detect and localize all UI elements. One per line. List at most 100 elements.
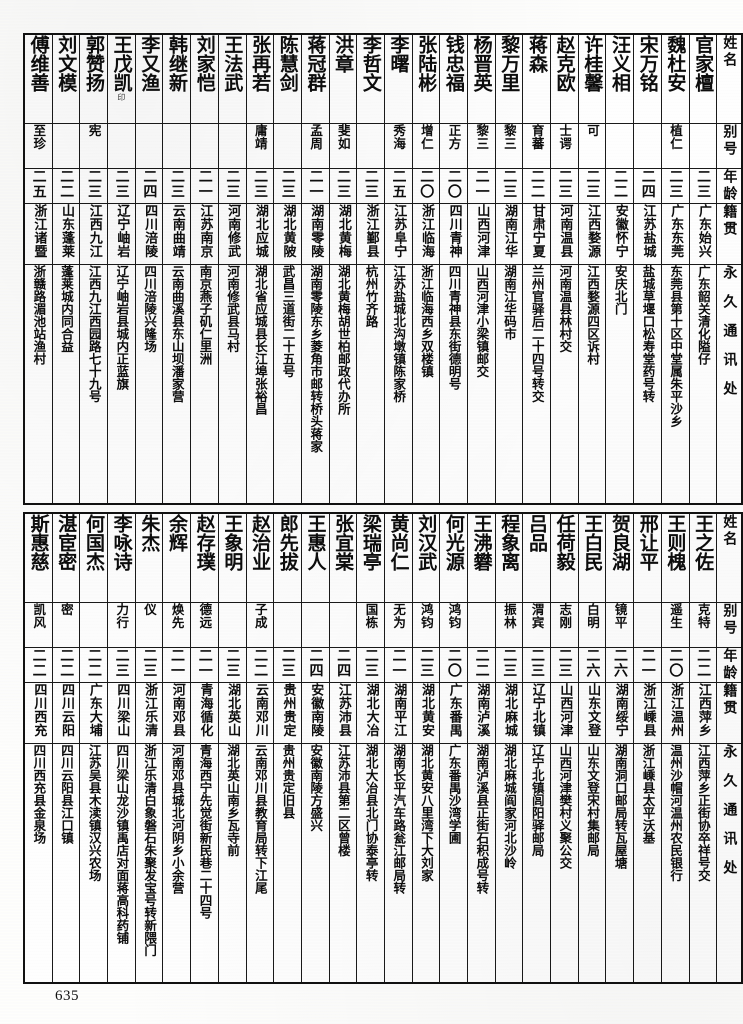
table-row-age: 二二 二二 二二 二三 二三 二一 二一 二三 二二 二三 二四 二四 二三 二一 二三 二〇 二二 二三 二三 二三… <box>23 647 743 683</box>
cell-address: 湖北黄梅胡世柏邮政代办所 <box>328 264 358 505</box>
cell-text: 四川青神县东街德明号 <box>446 265 462 390</box>
cell-alias: 白明 <box>577 602 607 648</box>
cell-text: 张宜棠 <box>332 514 355 571</box>
cell-text: 吕品 <box>525 514 548 552</box>
cell-text: 二三 <box>667 169 684 199</box>
cell-age: 二三 <box>273 647 302 683</box>
cell-text: 魏杜安 <box>664 35 687 92</box>
cell-text: 秀海 <box>391 124 407 150</box>
row-label-address: 永久通讯处 <box>716 743 743 984</box>
cell-text: 二四 <box>141 169 158 199</box>
cell-text: 二一 <box>473 169 490 199</box>
cell-native_place: 江西九江 <box>79 203 109 265</box>
cell-text: 二四 <box>639 169 656 199</box>
cell-native_place: 山东蓬莱 <box>51 203 81 265</box>
cell-name: 湛宦密 <box>51 512 81 603</box>
cell-age: 二三 <box>550 168 579 204</box>
cell-age: 二三 <box>162 168 192 204</box>
cell-text: 二五 <box>30 169 47 199</box>
cell-text: 武昌三道街二十五号 <box>280 265 296 378</box>
cell-name: 赵存璞 <box>190 512 219 603</box>
cell-native_place: 湖南平江 <box>383 682 413 744</box>
cell-native_place: 浙江诸暨 <box>23 203 53 265</box>
cell-text: 二二 <box>30 648 47 678</box>
cell-text: 韩继新 <box>166 35 189 92</box>
cell-name: 李曙 <box>383 33 413 124</box>
cell-alias <box>605 123 635 169</box>
cell-address: 河南温县林村交 <box>550 264 579 505</box>
cell-text: 广东韶关清化隘仔 <box>695 265 711 365</box>
cell-native_place: 江苏沛县 <box>328 682 358 744</box>
cell-name: 李咏诗 <box>107 512 136 603</box>
cell-text: 湖北英山南乡瓦寺前 <box>225 744 241 857</box>
cell-text: 何国杰 <box>82 514 105 571</box>
cell-text: 二五 <box>390 169 407 199</box>
cell-age: 二〇 <box>660 647 690 683</box>
cell-address: 杭州竹齐路 <box>356 264 385 505</box>
cell-text: 二一 <box>307 169 324 199</box>
cell-address: 江苏吴县木渎镇汉兴农场 <box>79 743 109 984</box>
cell-address: 四川西充县金泉场 <box>23 743 53 984</box>
cell-name: 郎先拔 <box>273 512 302 603</box>
cell-text: 黎三 <box>474 124 490 150</box>
cell-text: 黎万里 <box>498 35 521 92</box>
cell-native_place: 贵州贵定 <box>273 682 302 744</box>
cell-address: 安徽南陵方盛兴 <box>300 743 330 984</box>
cell-text: 湖北省应城县长江埠张裕昌 <box>252 265 268 415</box>
cell-alias: 黎三 <box>494 123 524 169</box>
cell-address: 浙江乐清白象磐石朱聚发宝号转新隈门 <box>134 743 164 984</box>
cell-age: 二三 <box>494 168 524 204</box>
cell-alias: 黎三 <box>467 123 496 169</box>
row-label-text: 姓名 <box>721 514 738 548</box>
cell-name: 陈慧剑 <box>273 33 302 124</box>
cell-text: 江苏南京 <box>197 204 213 258</box>
cell-text: 王象明 <box>221 514 244 571</box>
cell-age: 二四 <box>300 647 330 683</box>
cell-alias: 正方 <box>439 123 468 169</box>
cell-alias <box>107 123 136 169</box>
cell-name: 王戊凯印 <box>107 33 136 124</box>
cell-native_place: 湖南绥宁 <box>605 682 635 744</box>
cell-native_place: 湖南泸溪 <box>467 682 496 744</box>
cell-name: 黎万里 <box>494 33 524 124</box>
cell-text: 李曙 <box>387 35 410 73</box>
cell-age: 二三 <box>688 168 718 204</box>
cell-age: 二一 <box>633 647 662 683</box>
cell-address: 湖南泸溪县正街石积成号转 <box>467 743 496 984</box>
cell-text: 浙江乐清白象磐石朱聚发宝号转新隈门 <box>142 744 158 957</box>
cell-text: 白明 <box>584 603 600 629</box>
cell-text: 四川涪陵 <box>142 204 158 258</box>
cell-text: 二三 <box>224 169 241 199</box>
cell-text: 二三 <box>695 169 712 199</box>
cell-native_place: 广东东莞 <box>660 203 690 265</box>
cell-age: 二二 <box>79 647 109 683</box>
cell-text: 二三 <box>224 648 241 678</box>
row-label-native_place: 籍贯 <box>716 203 743 265</box>
cell-name: 朱杰 <box>134 512 164 603</box>
cell-age: 二一 <box>383 647 413 683</box>
cell-address: 山西河津小梁镇邮交 <box>467 264 496 505</box>
cell-text: 二三 <box>169 169 186 199</box>
cell-text: 至珍 <box>31 124 47 150</box>
cell-text: 湖南泸溪县正街石积成号转 <box>474 744 490 894</box>
cell-text: 密 <box>58 603 74 616</box>
cell-text: 二二 <box>473 648 490 678</box>
cell-alias <box>356 123 385 169</box>
cell-text: 蓬莱城内同合益 <box>59 265 75 353</box>
cell-name: 许桂馨 <box>577 33 607 124</box>
cell-alias <box>51 123 81 169</box>
cell-text: 云南邓川 <box>252 683 268 737</box>
cell-native_place: 湖南江华 <box>494 203 524 265</box>
cell-text: 邢让平 <box>636 514 659 571</box>
cell-text: 广东番禺沙湾学圃 <box>446 744 462 844</box>
cell-alias <box>217 602 247 648</box>
cell-native_place: 广东始兴 <box>688 203 718 265</box>
cell-native_place: 安徽南陵 <box>300 682 330 744</box>
cell-text: 盐城草堰口松寿堂药号转 <box>640 265 656 403</box>
cell-native_place: 四川云阳 <box>51 682 81 744</box>
cell-age: 二〇 <box>439 168 468 204</box>
cell-text: 程象离 <box>498 514 521 571</box>
cell-text: 二三 <box>279 169 296 199</box>
cell-text: 育蕃 <box>529 124 545 150</box>
cell-name: 王白民 <box>577 512 607 603</box>
